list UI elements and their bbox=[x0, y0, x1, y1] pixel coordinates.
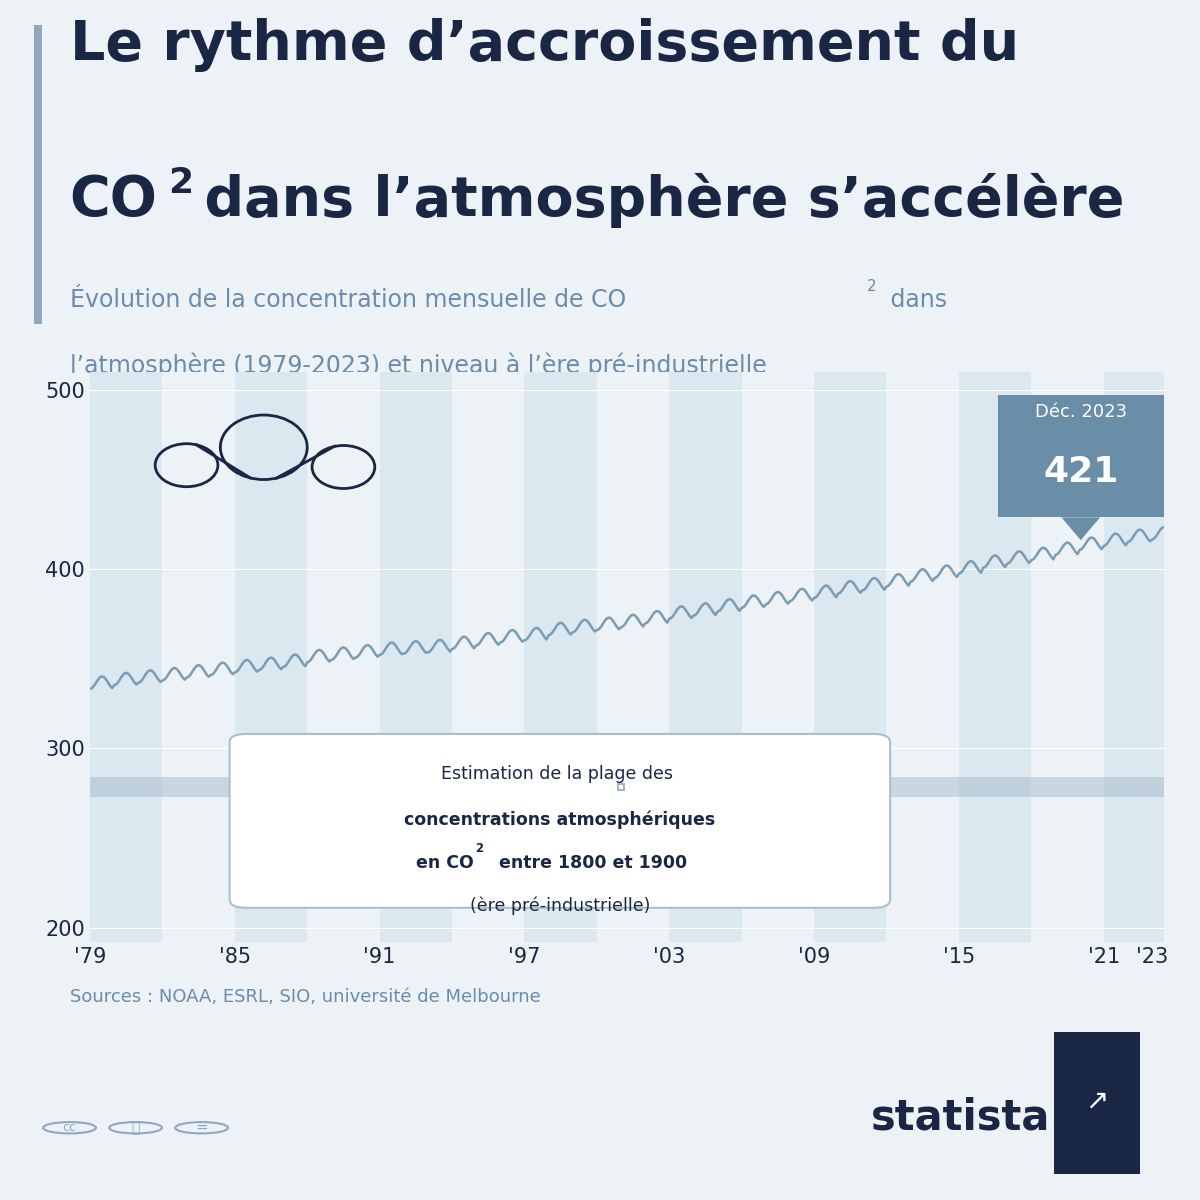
Bar bbox=[596, 372, 670, 942]
Bar bbox=[887, 372, 959, 942]
Text: =: = bbox=[196, 1121, 208, 1135]
Text: Le rythme d’accroissement du: Le rythme d’accroissement du bbox=[70, 18, 1019, 72]
Text: statista: statista bbox=[871, 1097, 1050, 1139]
Text: l’atmosphère (1979-2023) et niveau à l’ère pré-industrielle: l’atmosphère (1979-2023) et niveau à l’è… bbox=[70, 353, 767, 378]
Text: ↗: ↗ bbox=[1085, 1087, 1109, 1115]
Bar bbox=[90, 372, 162, 942]
Bar bbox=[162, 372, 235, 942]
Text: concentrations atmosphériques: concentrations atmosphériques bbox=[404, 811, 715, 829]
Text: Sources : NOAA, ESRL, SIO, université de Melbourne: Sources : NOAA, ESRL, SIO, université de… bbox=[70, 989, 540, 1007]
Text: 2: 2 bbox=[168, 166, 193, 199]
Text: 2: 2 bbox=[866, 278, 876, 294]
Bar bbox=[452, 372, 524, 942]
Text: Estimation de la plage des: Estimation de la plage des bbox=[442, 766, 679, 784]
Polygon shape bbox=[1062, 517, 1100, 540]
Text: Évolution de la concentration mensuelle de CO: Évolution de la concentration mensuelle … bbox=[70, 288, 626, 312]
Text: 2: 2 bbox=[475, 842, 484, 856]
FancyBboxPatch shape bbox=[997, 395, 1164, 517]
Bar bbox=[814, 372, 887, 942]
Text: dans: dans bbox=[883, 288, 947, 312]
Text: CO: CO bbox=[70, 173, 157, 227]
Bar bbox=[307, 372, 379, 942]
Text: ⓘ: ⓘ bbox=[132, 1121, 139, 1135]
Text: Déc. 2023: Déc. 2023 bbox=[1034, 403, 1127, 421]
Bar bbox=[1104, 372, 1176, 942]
Text: en CO: en CO bbox=[416, 853, 474, 871]
Bar bbox=[524, 372, 596, 942]
Bar bbox=[742, 372, 814, 942]
FancyBboxPatch shape bbox=[34, 25, 42, 324]
Bar bbox=[959, 372, 1031, 942]
Bar bbox=[670, 372, 742, 942]
Bar bbox=[379, 372, 452, 942]
Bar bbox=[235, 372, 307, 942]
Bar bbox=[1031, 372, 1104, 942]
Text: entre 1800 et 1900: entre 1800 et 1900 bbox=[493, 853, 688, 871]
FancyBboxPatch shape bbox=[229, 734, 890, 907]
Text: cc: cc bbox=[62, 1121, 77, 1134]
Bar bbox=[90, 778, 1164, 797]
Text: (ère pré-industrielle): (ère pré-industrielle) bbox=[469, 896, 650, 914]
Text: dans l’atmosphère s’accélère: dans l’atmosphère s’accélère bbox=[185, 173, 1124, 228]
Text: 421: 421 bbox=[1043, 455, 1118, 488]
FancyBboxPatch shape bbox=[1054, 1032, 1140, 1174]
